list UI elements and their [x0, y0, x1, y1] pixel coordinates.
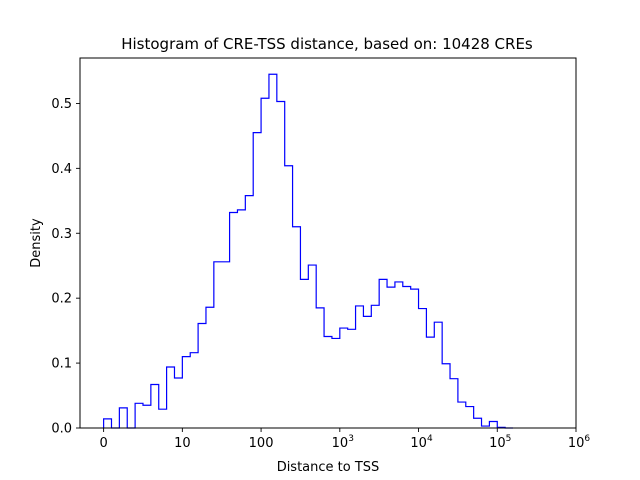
plot-area [79, 57, 577, 429]
x-tick-exponent: 6 [584, 434, 590, 444]
x-tick-label: 10 [174, 436, 191, 451]
x-tick-base: 10 [332, 436, 349, 451]
x-axis: 0 10 100 103 104 105 106 [99, 428, 590, 451]
x-tick-base: 10 [568, 436, 585, 451]
y-tick-label: 0.2 [51, 292, 72, 307]
x-tick-exponent: 4 [427, 434, 433, 444]
x-tick-exponent: 3 [348, 434, 354, 444]
y-tick-label: 0.0 [51, 422, 72, 437]
histogram-step-line [103, 73, 514, 429]
x-tick-label: 103 [332, 434, 354, 451]
y-tick-label: 0.5 [51, 97, 72, 112]
y-axis: 0.0 0.1 0.2 0.3 0.4 0.5 [51, 97, 80, 437]
x-tick-label: 105 [489, 434, 511, 451]
x-tick-exponent: 5 [506, 434, 512, 444]
chart-title: Histogram of CRE-TSS distance, based on:… [121, 35, 533, 53]
y-tick-label: 0.4 [51, 162, 72, 177]
x-tick-label: 0 [99, 436, 107, 451]
x-tick-label: 106 [568, 434, 591, 451]
x-tick-base: 10 [410, 436, 427, 451]
x-tick-label: 104 [410, 434, 433, 451]
y-tick-label: 0.1 [51, 357, 72, 372]
x-tick-base: 10 [489, 436, 506, 451]
y-tick-label: 0.3 [51, 227, 72, 242]
x-axis-label: Distance to TSS [277, 460, 380, 475]
axes-frame [79, 57, 577, 429]
x-tick-label: 100 [249, 436, 274, 451]
y-axis-label: Density [29, 218, 44, 268]
